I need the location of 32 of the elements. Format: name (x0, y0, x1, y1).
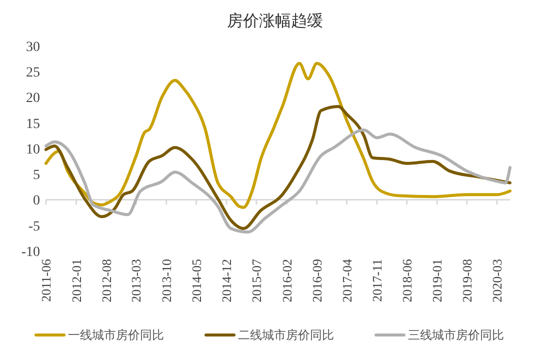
y-tick-label: 15 (26, 116, 40, 132)
y-tick-label: 5 (33, 168, 40, 184)
y-tick-label: -5 (28, 219, 40, 234)
y-tick-label: 25 (26, 66, 40, 81)
line-series (44, 62, 512, 209)
x-tick-label: 2012-01 (68, 259, 84, 302)
line-series (44, 128, 512, 234)
x-tick-label: 2016-02 (279, 259, 294, 302)
legend-label: 一线城市房价同比 (68, 328, 164, 342)
x-tick-label: 2020-03 (490, 259, 505, 302)
x-tick-label: 2019-08 (460, 259, 475, 302)
x-tick-label: 2012-08 (98, 259, 114, 302)
x-tick-label: 2014-12 (219, 259, 234, 302)
x-tick-label: 2015-07 (248, 258, 264, 302)
y-tick-label: 10 (26, 142, 40, 158)
y-tick-label: 20 (26, 91, 40, 106)
x-tick-label: 2016-09 (309, 259, 324, 302)
chart-title: 房价涨幅趋缓 (227, 11, 323, 30)
legend-label: 三线城市房价同比 (408, 328, 504, 342)
x-tick-label: 2018-06 (399, 258, 414, 302)
x-tick-label: 2013-03 (128, 259, 144, 302)
x-tick-label: 2013-10 (158, 259, 174, 302)
x-tick-label: 2017-04 (339, 258, 354, 302)
x-tick-label: 2017-11 (369, 259, 384, 302)
x-tick-label: 2011-06 (38, 258, 54, 302)
y-tick-label: 30 (26, 40, 40, 55)
y-tick-label: -10 (21, 244, 40, 260)
x-tick-label: 2014-05 (188, 259, 204, 302)
y-tick-label: 0 (33, 194, 40, 209)
line-series (44, 104, 512, 230)
legend-label: 二线城市房价同比 (238, 328, 334, 342)
x-tick-label: 2019-01 (430, 259, 445, 302)
